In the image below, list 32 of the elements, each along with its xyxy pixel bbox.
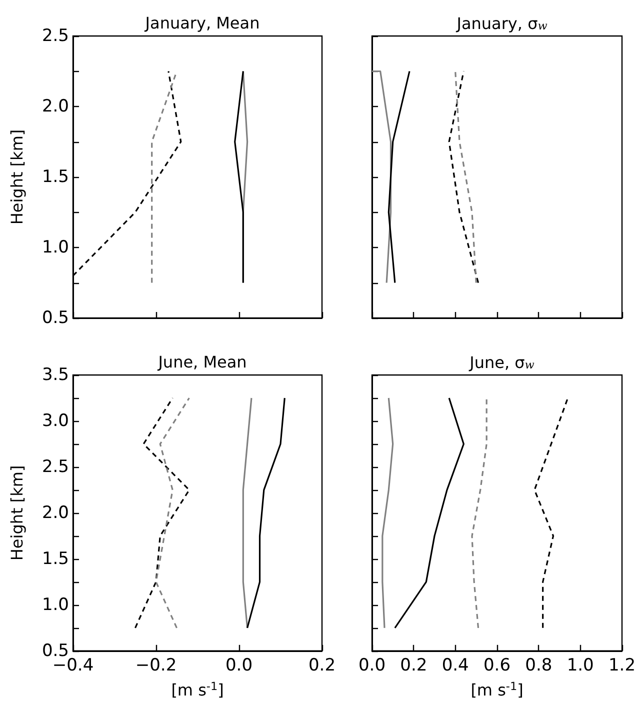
- y-tick-label: 2.0: [42, 502, 69, 523]
- x-tick-label: 0.0: [225, 655, 253, 676]
- y-tick-label: 1.5: [42, 548, 69, 569]
- y-axis-title: Height [km]: [8, 129, 26, 225]
- chart-title: January, Mean: [144, 14, 260, 32]
- line-series: [242, 397, 252, 629]
- line-series: [134, 397, 190, 629]
- chart-title: June, σw: [468, 352, 535, 372]
- y-tick-label: 2.5: [42, 456, 69, 477]
- y-tick-label: 2.5: [42, 26, 69, 46]
- line-series: [155, 397, 190, 629]
- y-tick-label: 3.0: [42, 410, 69, 431]
- line-series: [234, 70, 244, 284]
- line-series: [246, 397, 286, 629]
- chart-title: January, σw: [456, 14, 548, 33]
- y-axis-title: Height [km]: [8, 465, 26, 561]
- x-tick-label: 0.2: [308, 655, 336, 676]
- y-tick-label: 2.0: [42, 96, 69, 116]
- x-tick-label: 0.4: [442, 655, 469, 676]
- y-tick-label: 0.5: [42, 308, 69, 328]
- y-tick-label: 3.5: [42, 365, 69, 385]
- x-tick-label: 0.0: [358, 655, 386, 676]
- y-tick-label: 1.0: [42, 238, 69, 258]
- x-tick-label: 1.0: [566, 655, 594, 676]
- x-tick-label: 0.2: [400, 655, 428, 676]
- chart-title: June, Mean: [157, 352, 247, 372]
- x-tick-label: 0.8: [525, 655, 552, 676]
- y-tick-label: 1.5: [42, 167, 69, 187]
- x-tick-label: 0.6: [483, 655, 511, 676]
- x-tick-label: −0.2: [135, 655, 177, 676]
- x-tick-label: 1.2: [608, 655, 636, 676]
- y-tick-label: 1.0: [42, 594, 69, 615]
